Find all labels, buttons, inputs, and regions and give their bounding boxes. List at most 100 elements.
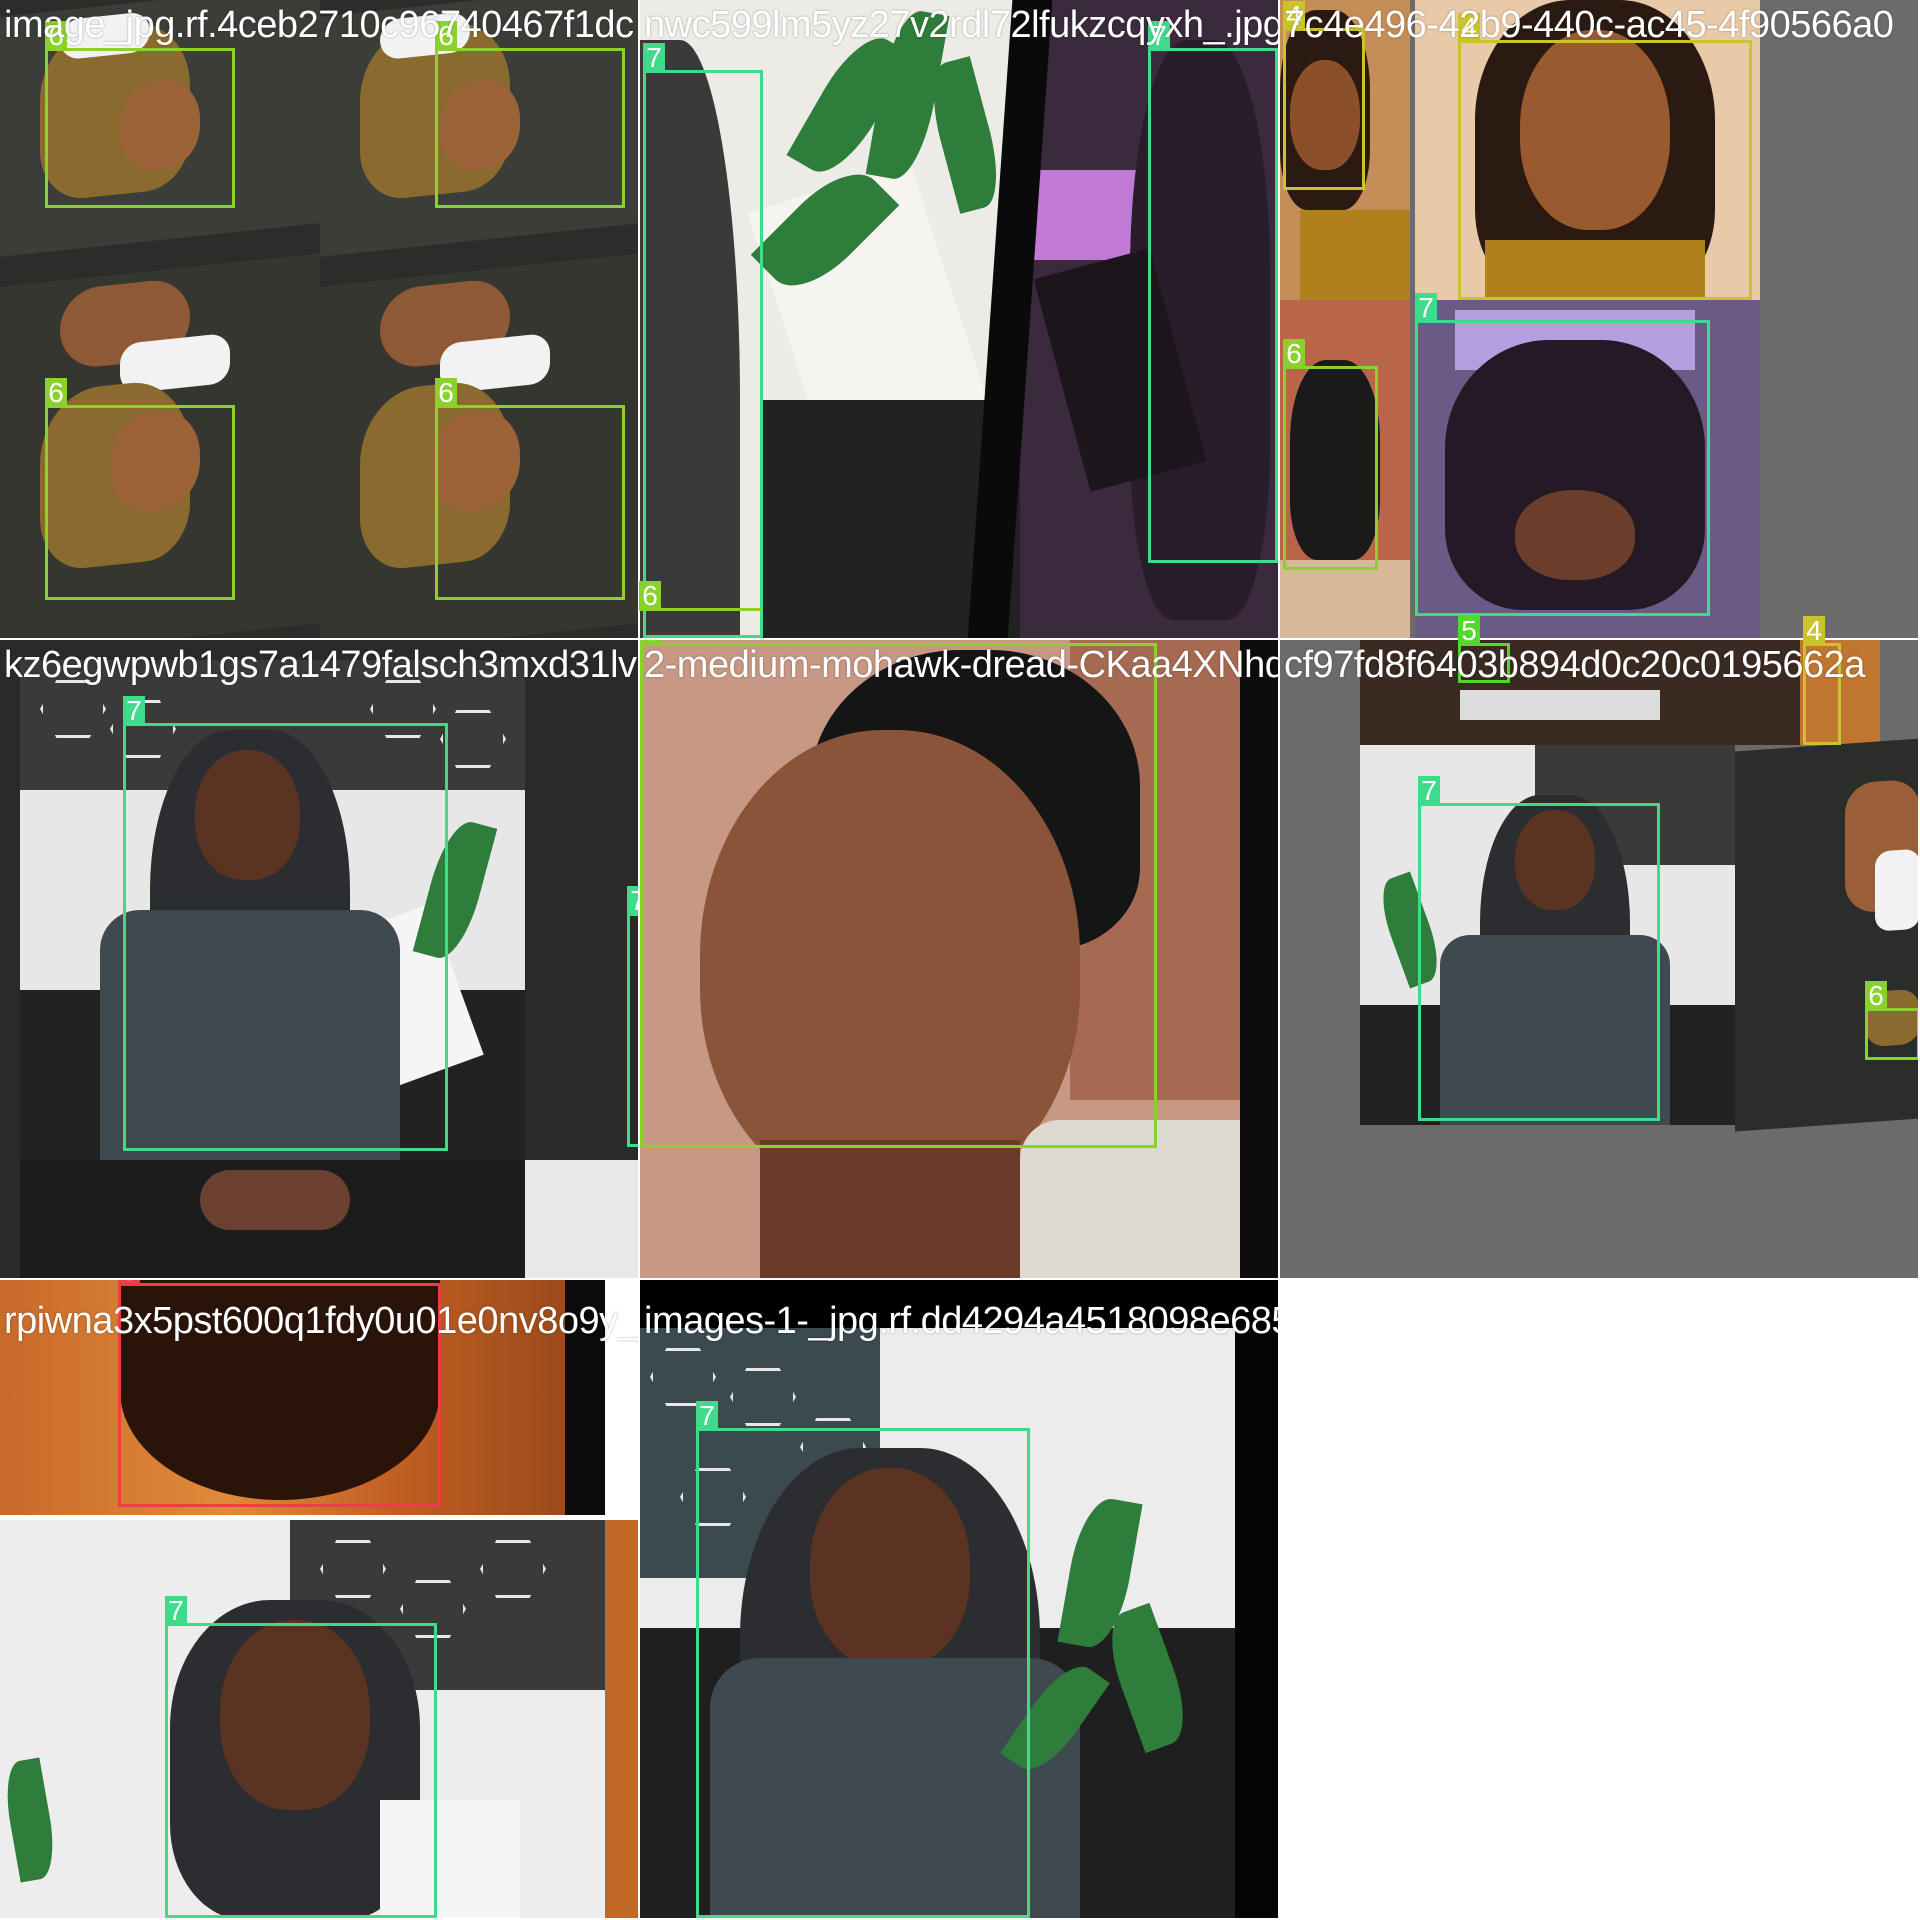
hex-pattern <box>40 680 106 738</box>
class-label: 7 <box>1418 776 1440 806</box>
bounding-box: 4 <box>1283 1 1365 190</box>
bounding-box: 6 <box>435 21 625 208</box>
plant-leaf <box>0 1757 61 1883</box>
class-label: 6 <box>640 640 662 646</box>
orange-fire-photo <box>0 1280 570 1515</box>
face <box>220 1620 370 1810</box>
face <box>1515 810 1595 910</box>
mosaic-tile-6: 7 6 cf97fd8f6403b894d0c20c0195662a <box>1280 640 1920 1280</box>
long-hair-photo <box>0 1520 605 1918</box>
gold-top <box>1485 240 1705 300</box>
mosaic-tile-4: 7 7 kz6egwpwb1gs7a1479falsch3mxd31lv2_jp… <box>0 640 640 1280</box>
shoulder <box>1280 560 1410 638</box>
class-label: 7 <box>696 1401 718 1431</box>
mosaic-tile-3: 4 4 6 7 7c4e496-42b9-440c-ac45-4f90566a0 <box>1280 0 1920 640</box>
white-garment <box>1875 848 1918 932</box>
leg <box>200 1170 350 1230</box>
class-label: 7 <box>643 43 665 73</box>
neck <box>760 1140 1020 1278</box>
bounding-box: 7 <box>165 1596 437 1918</box>
teal-ribbed-top <box>100 910 400 1160</box>
white-pillow <box>380 1800 520 1918</box>
bounding-box: 7 <box>1418 776 1660 1121</box>
hex-pattern <box>650 1348 716 1406</box>
tile-filename: kz6egwpwb1gs7a1479falsch3mxd31lv2_jpg.rf… <box>4 644 638 686</box>
mosaic-tile-8: 7 images-1-_jpg.rf.dd4294a4518098e6852aa… <box>640 1280 1280 1920</box>
tile-filename: 7c4e496-42b9-440c-ac45-4f90566a0 <box>1284 4 1894 46</box>
class-label: 4 <box>1458 13 1480 43</box>
afro-hair <box>120 1280 440 1500</box>
face <box>1290 60 1360 170</box>
face <box>1520 30 1670 230</box>
hex-pattern <box>320 1540 386 1598</box>
rotated-dark-photo <box>1735 738 1918 1132</box>
hex-pattern <box>730 1368 796 1426</box>
hex-pattern <box>480 1540 546 1598</box>
face <box>1515 490 1635 580</box>
class-label: 0 <box>118 1280 140 1286</box>
mosaic-tile-7: 0 7 rpiwna3x5pst600q1fdy0u01e0nv8o9y_jpg… <box>0 1280 640 1920</box>
class-label: 6 <box>639 581 661 611</box>
bounding-box: 6 <box>1283 339 1378 570</box>
teal-ribbed-top <box>710 1658 1080 1918</box>
class-label: 5 <box>1458 616 1480 646</box>
hex-pattern <box>370 680 436 738</box>
tile-filename: cf97fd8f6403b894d0c20c0195662a <box>1284 644 1865 686</box>
bounding-box: 7 <box>1148 21 1278 563</box>
bounding-box: 7 <box>627 886 638 1147</box>
tile-filename: 2-medium-mohawk-dread-CKaa4XNhd8f_jpg.rf… <box>644 644 1278 686</box>
class-label: 6 <box>435 378 457 408</box>
face <box>195 750 300 880</box>
orange-photo-strip <box>605 1520 638 1918</box>
class-label: 6 <box>45 378 67 408</box>
teal-ribbed-top <box>1440 935 1670 1125</box>
bounding-box: 7 <box>696 1401 1030 1918</box>
purple-photo-rotated <box>1415 300 1760 638</box>
bounding-box: 6 <box>45 378 235 600</box>
braids-photo-large <box>1415 0 1760 300</box>
hex-pattern <box>440 710 506 768</box>
class-label: 7 <box>627 886 638 916</box>
hexagon-photo-strip <box>525 1160 638 1278</box>
short-locs-hair <box>1290 360 1380 560</box>
class-label: 6 <box>45 21 67 51</box>
dark-photo-strip <box>20 1160 525 1278</box>
gold-top <box>1300 210 1410 300</box>
tile-filename: images-1-_jpg.rf.dd4294a4518098e6852aa07 <box>644 1300 1278 1342</box>
bounding-box: 6 <box>435 378 625 600</box>
mosaic-tile-2: 7 7 nwc599lm5yz27v2rdl72lfukzcqyxh_.jpg <box>640 0 1280 640</box>
hex-pattern <box>680 1468 746 1526</box>
mosaic-tile-1: 6 6 6 6 image_jpg.rf.4ceb2710c96740467f1… <box>0 0 640 640</box>
long-hair-photo <box>640 1328 1235 1918</box>
bounding-box: 6 <box>1865 981 1918 1060</box>
class-label: 4 <box>1283 1 1305 31</box>
face <box>810 1468 970 1668</box>
white-strip <box>1460 690 1660 720</box>
class-label: 4 <box>1803 616 1825 646</box>
plant-leaf <box>921 56 1009 214</box>
mosaic-tile-5: 6 2-medium-mohawk-dread-CKaa4XNhd8f_jpg.… <box>640 640 1280 1280</box>
bounding-box: 0 <box>118 1280 441 1507</box>
class-label: 6 <box>435 21 457 51</box>
bounding-box: 4 <box>1458 13 1752 300</box>
class-label: 7 <box>123 696 145 726</box>
black-fill-edge <box>565 1280 605 1515</box>
bounding-box: 6 <box>640 640 1157 1148</box>
bounding-box: 7 <box>1415 293 1710 616</box>
black-fill-edge <box>640 1280 1278 1328</box>
bounding-box: 5 <box>1458 616 1510 683</box>
hex-pattern <box>400 1580 466 1638</box>
class-label: 7 <box>1415 293 1437 323</box>
class-label: 6 <box>1865 981 1887 1011</box>
bounding-box: 4 <box>1803 616 1841 745</box>
tile-filename: image_jpg.rf.4ceb2710c96740467f1dc <box>4 4 634 46</box>
bounding-box: 6 <box>639 581 762 638</box>
braids-photo-small <box>1280 0 1410 300</box>
class-label: 7 <box>165 1596 187 1626</box>
bounding-box: 7 <box>643 43 763 638</box>
black-fill-edge <box>1240 640 1278 1278</box>
black-fill-edge <box>1235 1328 1278 1918</box>
tile-filename: nwc599lm5yz27v2rdl72lfukzcqyxh_.jpg <box>644 4 1280 46</box>
bounding-box: 7 <box>123 696 448 1151</box>
